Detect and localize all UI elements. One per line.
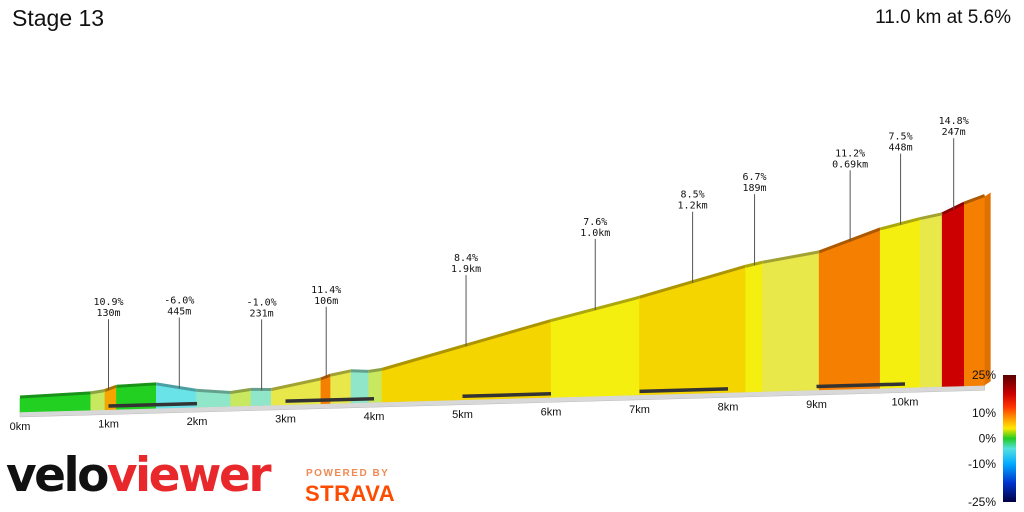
annotation-length: 1.0km: [580, 228, 610, 239]
segment-annotation: 8.4%1.9km: [451, 253, 481, 347]
km-tick-label: 6km: [541, 406, 562, 418]
km-tick-label: 2km: [187, 416, 208, 428]
annotation-length: 189m: [743, 183, 767, 194]
profile-segment: [879, 219, 921, 389]
km-alternating-bars: [108, 382, 906, 408]
climb-summary: 11.0 km at 5.6%: [875, 7, 1011, 28]
gradient-legend: 25% 10% 0% -10% -25%: [968, 368, 1016, 509]
annotation-length: 1.9km: [451, 264, 481, 275]
profile-segment-top-edge: [19, 391, 91, 399]
km-bar: [285, 396, 375, 403]
profile-segment: [639, 266, 747, 396]
km-tick-label: 10km: [892, 397, 919, 409]
annotation-length: 130m: [96, 308, 120, 319]
km-bar: [816, 382, 906, 389]
km-tick-label: 8km: [718, 401, 739, 413]
gradient-legend-bar: [1003, 375, 1016, 502]
segment-annotation: -1.0%231m: [247, 297, 277, 391]
logo-viewer: viewer: [106, 448, 272, 503]
km-tick-label: 9km: [806, 399, 827, 411]
profile-segment: [818, 229, 881, 391]
profile-end-face: [984, 192, 991, 386]
segment-annotation: 7.5%448m: [889, 132, 913, 225]
profile-segment-top-edge: [350, 369, 369, 373]
powered-by-label: POWERED BY: [306, 468, 390, 479]
strava-logo: STRAVA: [305, 481, 396, 506]
segment-annotation: 11.4%106m: [311, 285, 341, 378]
annotation-length: 0.69km: [832, 159, 868, 170]
segment-annotation: 6.7%189m: [743, 172, 767, 266]
profile-segment-top-edge: [271, 377, 322, 391]
legend-tick-label: -25%: [968, 495, 996, 509]
segment-annotation: 11.2%0.69km: [832, 148, 868, 242]
profile-segment: [762, 252, 820, 392]
annotation-gradient: -6.0%: [164, 296, 194, 307]
profile-segment: [941, 203, 965, 387]
profile-segment-top-edge: [196, 388, 231, 394]
segment-annotation: 7.6%1.0km: [580, 217, 610, 310]
profile-segment-top-edge: [156, 382, 197, 392]
segment-annotation: 8.5%1.2km: [678, 190, 708, 283]
profile-segment: [963, 196, 985, 387]
profile-segment: [919, 214, 943, 388]
veloviewer-logo: veloviewer: [6, 452, 272, 499]
km-tick-labels: 0km 1km 2km 3km 4km 5km 6km 7km 8km 9km 10km: [10, 397, 919, 434]
segment-annotation: -6.0%445m: [164, 296, 194, 389]
profile-segment-top-edge: [230, 387, 252, 394]
logo-velo: velo: [6, 448, 109, 503]
stage-title: Stage 13: [12, 5, 105, 31]
legend-tick-label: 0%: [979, 432, 997, 446]
profile-segment: [745, 262, 763, 393]
legend-tick-label: -10%: [968, 457, 996, 471]
profile-segment-top-edge: [104, 384, 117, 392]
km-tick-label: 7km: [629, 404, 650, 416]
annotation-gradient: 8.4%: [454, 253, 478, 264]
segment-annotation: 10.9%130m: [93, 297, 124, 391]
profile-segment-top-edge: [919, 212, 943, 221]
annotation-gradient: 14.8%: [939, 116, 969, 127]
annotation-length: 448m: [889, 143, 913, 154]
profile-segment-top-edge: [368, 367, 383, 373]
profile-segment-top-edge: [90, 388, 106, 395]
annotation-gradient: 11.2%: [835, 148, 865, 159]
annotation-length: 445m: [167, 307, 191, 318]
km-tick-label: 3km: [275, 414, 296, 426]
annotation-length: 247m: [942, 127, 966, 138]
annotation-length: 231m: [250, 308, 274, 319]
annotation-gradient: 6.7%: [743, 172, 767, 183]
annotation-gradient: 11.4%: [311, 285, 341, 296]
profile-segment: [90, 391, 106, 411]
profile-segment: [250, 390, 272, 406]
profile-segment-top-edge: [116, 382, 157, 388]
km-tick-label: 0km: [10, 421, 31, 433]
profile-segment: [550, 297, 640, 398]
segment-annotations: 10.9%130m -6.0%445m -1.0%231m 11.4%106m 8.4%…: [93, 116, 969, 391]
km-bar: [108, 401, 198, 408]
annotation-gradient: 7.5%: [889, 132, 913, 143]
km-tick-label: 1km: [98, 419, 119, 431]
annotation-length: 1.2km: [678, 201, 708, 212]
km-tick-label: 5km: [452, 409, 473, 421]
legend-tick-label: 25%: [972, 368, 996, 382]
annotation-length: 106m: [314, 296, 338, 307]
profile-segment-top-edge: [963, 194, 986, 205]
km-bar: [639, 387, 729, 394]
km-tick-label: 4km: [364, 411, 385, 423]
profile-segment-top-edge: [330, 369, 352, 377]
annotation-gradient: -1.0%: [247, 297, 277, 308]
profile-segment-top-edge: [762, 250, 820, 264]
legend-tick-label: 10%: [972, 406, 996, 420]
segment-annotation: 14.8%247m: [939, 116, 969, 210]
annotation-gradient: 8.5%: [681, 190, 705, 201]
km-bar: [462, 392, 552, 398]
annotation-gradient: 10.9%: [93, 297, 123, 308]
annotation-gradient: 7.6%: [583, 217, 607, 228]
